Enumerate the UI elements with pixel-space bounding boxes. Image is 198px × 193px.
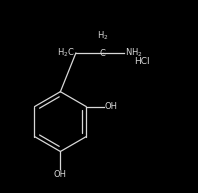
Text: NH$_2$: NH$_2$ xyxy=(125,47,143,59)
Text: OH: OH xyxy=(105,102,117,111)
Text: C: C xyxy=(100,49,106,58)
Text: HCl: HCl xyxy=(134,57,149,66)
Text: OH: OH xyxy=(54,170,67,179)
Text: H$_2$C: H$_2$C xyxy=(57,47,75,59)
Text: H$_2$: H$_2$ xyxy=(97,30,109,42)
